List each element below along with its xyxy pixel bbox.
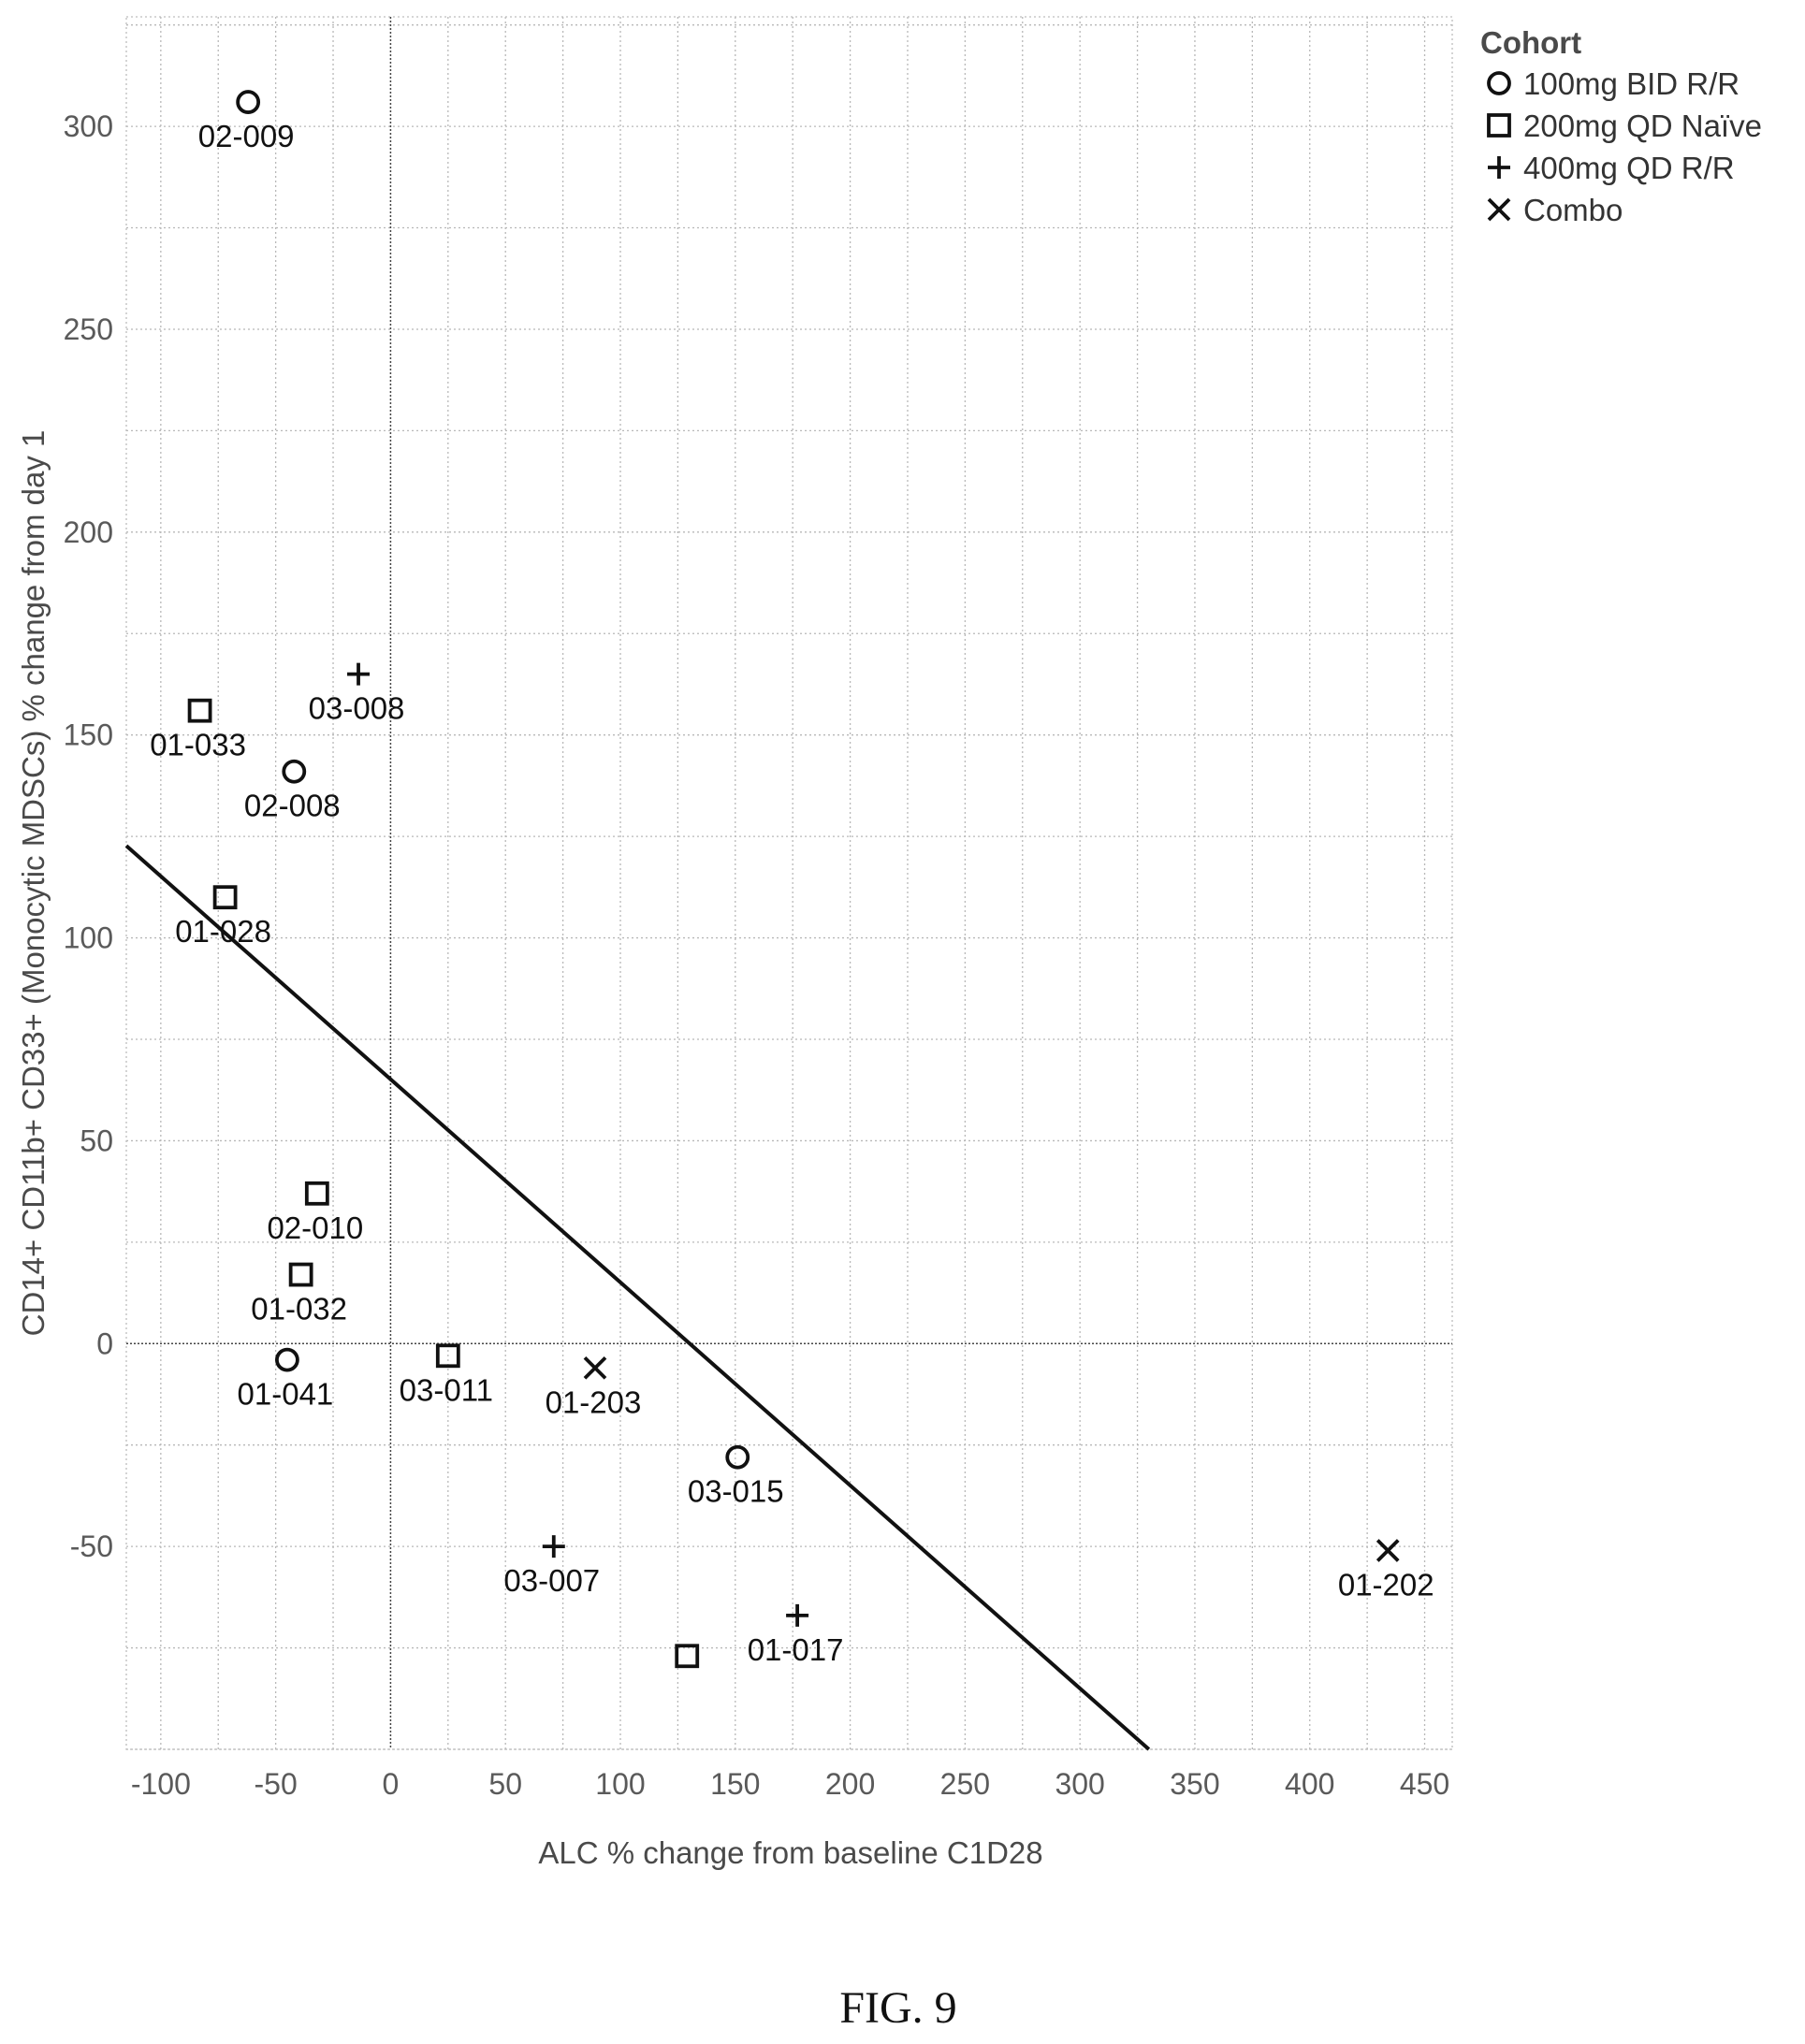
- data-points: [187, 90, 1400, 1669]
- x-tick-label: 300: [1055, 1767, 1104, 1801]
- x-tick-label: -50: [255, 1767, 298, 1801]
- x-tick-label: -100: [131, 1767, 191, 1801]
- x-tick-label: 250: [940, 1767, 990, 1801]
- x-tick-labels: -100 -50 0 50 100 150 200 250 300 350 400 450: [131, 1767, 1449, 1801]
- x-tick-label: 350: [1170, 1767, 1219, 1801]
- point-label: 03-007: [503, 1563, 600, 1598]
- data-point-x: [1376, 1539, 1400, 1562]
- legend-key-plus: [1488, 156, 1510, 179]
- y-tick-label: 250: [64, 312, 113, 346]
- point-label: 03-008: [309, 691, 405, 726]
- point-label: 01-041: [238, 1377, 334, 1412]
- point-label: 02-009: [198, 119, 295, 153]
- data-point-square: [435, 1343, 460, 1369]
- grid: [126, 17, 1452, 1750]
- x-tick-label: 50: [488, 1767, 522, 1801]
- legend: Cohort 100mg BID R/R 200mg QD Naïve 400mg …: [1480, 25, 1762, 227]
- y-axis-title: CD14+ CD11b+ CD33+ (Monocytic MDSCs) % c…: [16, 430, 51, 1337]
- point-label: 03-011: [400, 1372, 493, 1407]
- reference-lines: [126, 17, 1452, 1749]
- data-point-circle: [275, 1347, 299, 1372]
- data-point-plus: [542, 1535, 565, 1558]
- x-tick-label: 100: [595, 1767, 645, 1801]
- x-tick-label: 150: [710, 1767, 760, 1801]
- point-label: 01-032: [251, 1292, 347, 1326]
- legend-label: 100mg BID R/R: [1523, 66, 1739, 101]
- point-label: 01-203: [546, 1384, 642, 1419]
- data-point-square: [288, 1262, 313, 1287]
- point-label: 01-033: [150, 728, 246, 762]
- data-point-square: [212, 885, 238, 910]
- trend-line: [124, 844, 1151, 1751]
- legend-items: 100mg BID R/R 200mg QD Naïve 400mg QD R/R C…: [1487, 66, 1762, 227]
- data-point-circle: [725, 1444, 750, 1470]
- data-point-square: [675, 1644, 700, 1669]
- figure-caption: FIG. 9: [839, 1983, 956, 2033]
- data-point-plus: [347, 662, 371, 686]
- data-point-square: [187, 698, 212, 723]
- y-tick-label: 300: [64, 109, 113, 143]
- legend-label: 200mg QD Naïve: [1523, 109, 1762, 143]
- regression-line: [124, 844, 1151, 1751]
- point-label: 03-015: [688, 1474, 784, 1509]
- data-point-square: [304, 1181, 329, 1206]
- legend-label: 400mg QD R/R: [1523, 151, 1735, 185]
- y-tick-label: 200: [64, 515, 113, 549]
- point-label: 01-028: [175, 914, 271, 949]
- x-tick-label: 0: [383, 1767, 400, 1801]
- legend-label: Combo: [1523, 193, 1623, 227]
- point-label: 01-017: [748, 1632, 844, 1667]
- point-labels: 02-009 02-008 01-041 03-015 01-033 01-028 02-0…: [150, 119, 1434, 1667]
- y-tick-label: 0: [96, 1326, 113, 1360]
- legend-key-square: [1487, 113, 1511, 138]
- data-point-circle: [282, 759, 307, 784]
- x-tick-label: 400: [1285, 1767, 1334, 1801]
- legend-key-circle: [1487, 71, 1511, 95]
- y-tick-label: 150: [64, 718, 113, 752]
- y-tick-labels: -50 0 50 100 150 200 250 300: [64, 109, 113, 1563]
- data-point-x: [583, 1355, 607, 1380]
- x-tick-label: 200: [825, 1767, 875, 1801]
- y-tick-label: 50: [80, 1123, 113, 1157]
- data-point-circle: [236, 90, 261, 114]
- plot-frame: [125, 16, 1453, 1750]
- x-tick-label: 450: [1400, 1767, 1449, 1801]
- data-point-plus: [786, 1603, 809, 1627]
- point-label: 01-202: [1338, 1567, 1434, 1602]
- point-label: 02-010: [267, 1210, 363, 1245]
- point-label: 02-008: [244, 789, 341, 823]
- legend-key-x: [1487, 197, 1511, 222]
- y-tick-label: 100: [64, 921, 113, 955]
- y-tick-label: -50: [70, 1529, 113, 1563]
- legend-title: Cohort: [1480, 25, 1581, 60]
- x-axis-title: ALC % change from baseline C1D28: [538, 1835, 1042, 1870]
